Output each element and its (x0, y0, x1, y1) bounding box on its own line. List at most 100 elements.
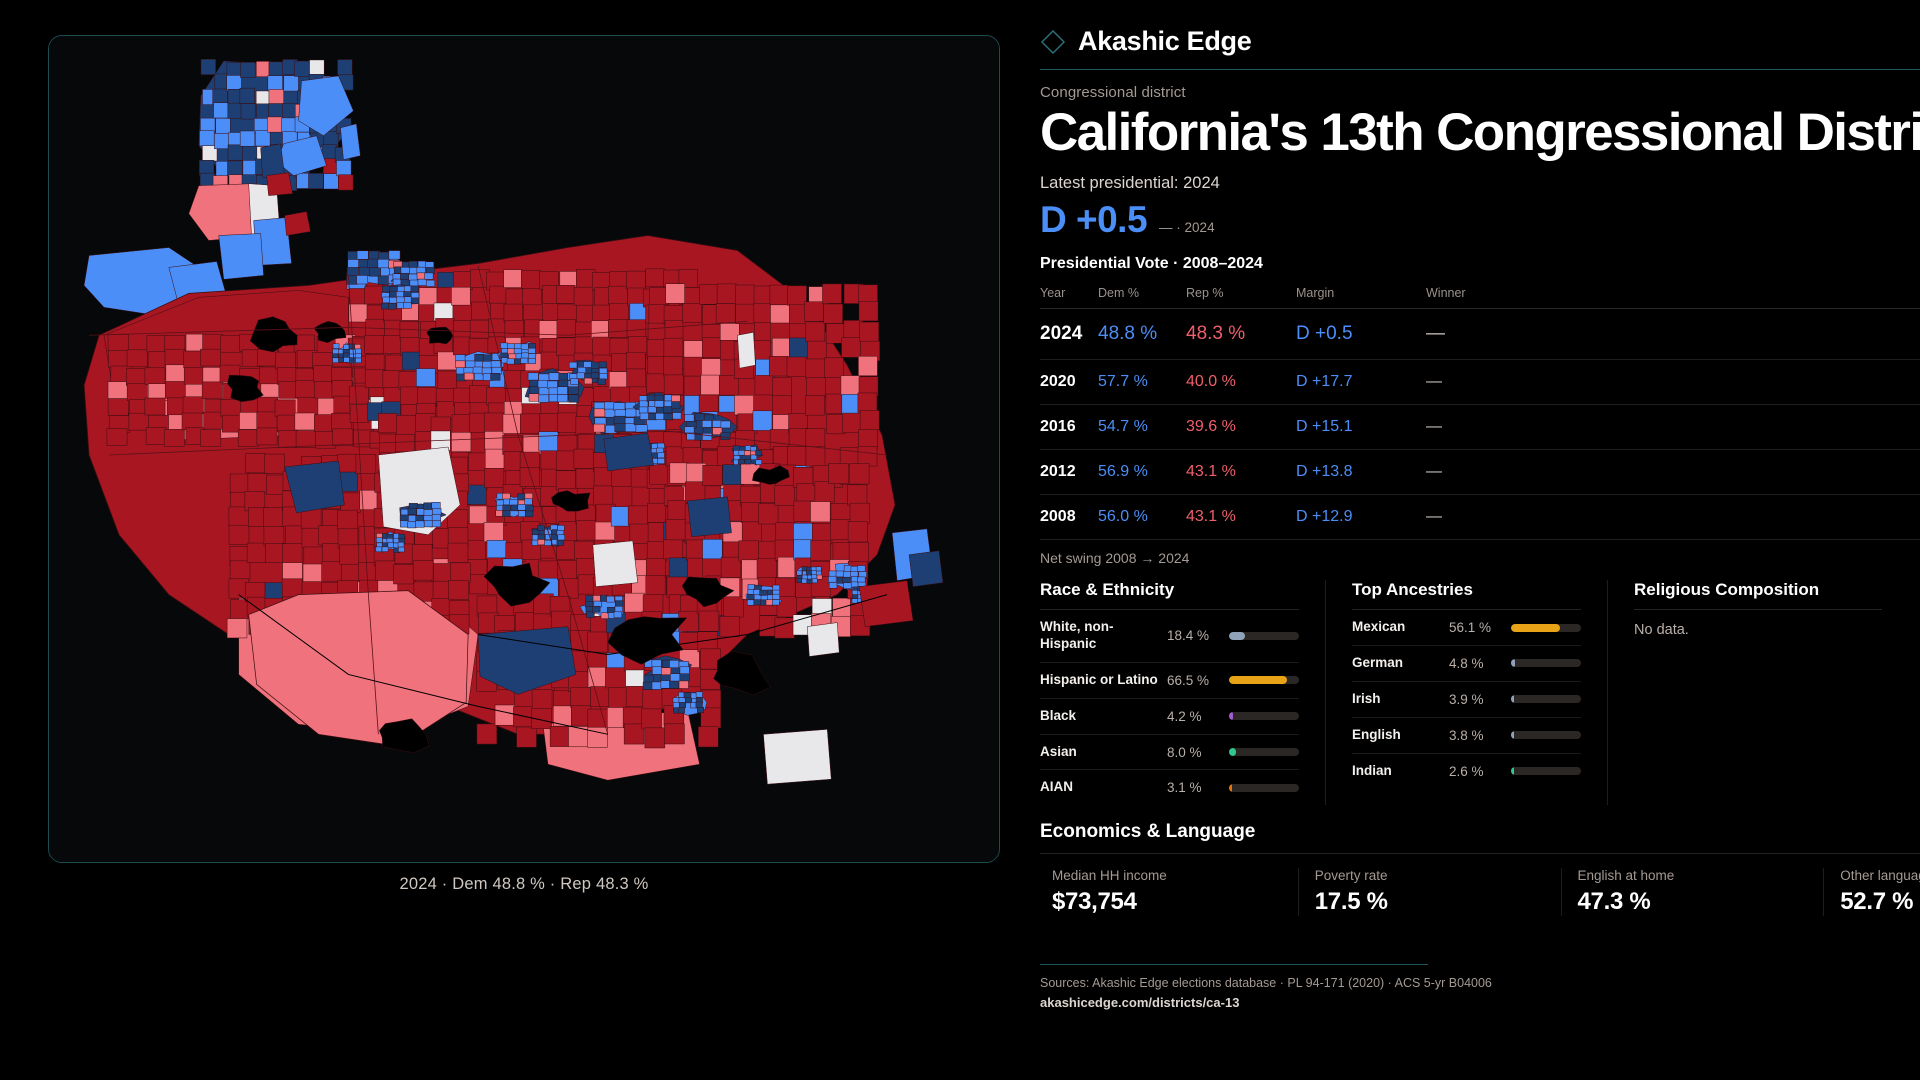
cell-dem: 48.8 % (1098, 308, 1186, 361)
precinct-polygon (698, 726, 719, 748)
precinct-polygon (684, 426, 695, 434)
precinct-polygon (615, 600, 624, 607)
precinct-polygon (669, 660, 680, 669)
precinct-polygon (379, 718, 430, 754)
precinct-polygon (807, 340, 827, 361)
cell-margin: D +15.1 (1296, 404, 1426, 451)
ancestry-bar-fill (1511, 767, 1514, 776)
precinct-polygon (806, 570, 812, 576)
precinct-polygon (455, 360, 466, 369)
precinct-polygon (857, 565, 866, 572)
precinct-polygon (337, 453, 358, 474)
precinct-polygon (755, 459, 762, 465)
precinct-polygon (315, 430, 337, 449)
precinct-polygon (308, 173, 324, 189)
precinct-polygon (538, 431, 559, 452)
precinct-choropleth-map[interactable] (49, 36, 999, 862)
precinct-polygon (456, 373, 467, 382)
precinct-polygon (268, 103, 284, 120)
precinct-polygon (774, 484, 795, 506)
precinct-polygon (375, 560, 396, 581)
precinct-polygon (657, 452, 665, 459)
brand-bar: Akashic Edge akashicedge.com (1040, 26, 1920, 57)
precinct-polygon (557, 394, 569, 403)
top-ancestries-panel: Top Ancestries Mexican 56.1 % German 4.8 % I… (1326, 580, 1608, 806)
precinct-polygon (423, 502, 433, 510)
precinct-polygon (321, 561, 342, 582)
precinct-polygon (381, 546, 389, 552)
precinct-polygon (491, 366, 502, 375)
precinct-polygon (183, 367, 205, 385)
precinct-polygon (556, 386, 568, 395)
precinct-polygon (294, 412, 316, 431)
precinct-polygon (384, 354, 405, 374)
precinct-polygon (404, 296, 413, 303)
precinct-polygon (396, 291, 405, 298)
precinct-polygon (665, 283, 685, 304)
brand-left: Akashic Edge (1040, 26, 1252, 57)
precinct-polygon (513, 706, 534, 728)
econ-stat: Poverty rate 17.5 % (1297, 868, 1561, 917)
precinct-polygon (654, 400, 664, 408)
precinct-polygon (302, 563, 324, 584)
cell-margin: D +13.8 (1296, 449, 1426, 496)
ancestry-heading: Top Ancestries (1352, 580, 1473, 600)
precinct-polygon (318, 525, 339, 546)
precinct-polygon (712, 420, 723, 428)
race-value: 4.2 % (1167, 708, 1202, 724)
precinct-polygon (484, 448, 505, 469)
precinct-polygon (410, 292, 420, 299)
economics-heading: Economics & Language (1040, 821, 1256, 843)
headline-margin-value: D +0.5 (1040, 199, 1148, 241)
precinct-polygon (505, 542, 526, 563)
precinct-polygon (738, 459, 745, 465)
cell-winner: — (1426, 359, 1920, 406)
precinct-polygon (645, 575, 666, 596)
cell-dem: 56.9 % (1098, 449, 1186, 496)
precinct-polygon (409, 279, 419, 287)
precinct-polygon (716, 283, 737, 304)
col-winner: Winner (1426, 280, 1920, 310)
ancestry-bar-fill (1511, 659, 1516, 668)
precinct-polygon (661, 667, 672, 676)
precinct-polygon (283, 75, 299, 92)
precinct-polygon (424, 272, 434, 280)
precinct-polygon (570, 687, 591, 709)
precinct-polygon (522, 288, 542, 307)
precinct-polygon (267, 75, 283, 92)
precinct-polygon (576, 520, 597, 541)
precinct-polygon (516, 726, 537, 748)
precinct-polygon (486, 386, 506, 406)
precinct-polygon (531, 689, 553, 710)
precinct-polygon (593, 467, 614, 488)
precinct-polygon (313, 365, 335, 383)
precinct-polygon (227, 102, 243, 119)
precinct-polygon (593, 408, 606, 418)
race-heading: Race & Ethnicity (1040, 580, 1175, 600)
precinct-polygon (786, 356, 807, 377)
precinct-polygon (229, 560, 251, 581)
precinct-polygon (399, 321, 420, 340)
precinct-polygon (144, 397, 166, 416)
precinct-polygon (586, 611, 595, 618)
district-map-panel[interactable] (48, 35, 1000, 863)
precinct-polygon (347, 259, 360, 269)
precinct-polygon (107, 334, 129, 352)
precinct-polygon (268, 61, 284, 78)
precinct-polygon (608, 285, 628, 305)
precinct-polygon (145, 427, 167, 445)
precinct-polygon (382, 285, 391, 293)
precinct-polygon (383, 335, 403, 354)
info-column: Akashic Edge akashicedge.com Congression… (1040, 0, 1920, 1080)
precinct-polygon (592, 336, 612, 356)
precinct-polygon (593, 485, 614, 506)
precinct-polygon (423, 520, 434, 528)
precinct-polygon (510, 504, 519, 512)
precinct-polygon (107, 381, 129, 399)
precinct-polygon (502, 493, 511, 500)
footer-url[interactable]: akashicedge.com/districts/ca-13 (1040, 995, 1240, 1011)
precinct-polygon (354, 352, 362, 359)
precinct-polygon (264, 453, 285, 474)
ancestry-bar-fill (1511, 731, 1515, 740)
precinct-polygon (213, 102, 229, 119)
